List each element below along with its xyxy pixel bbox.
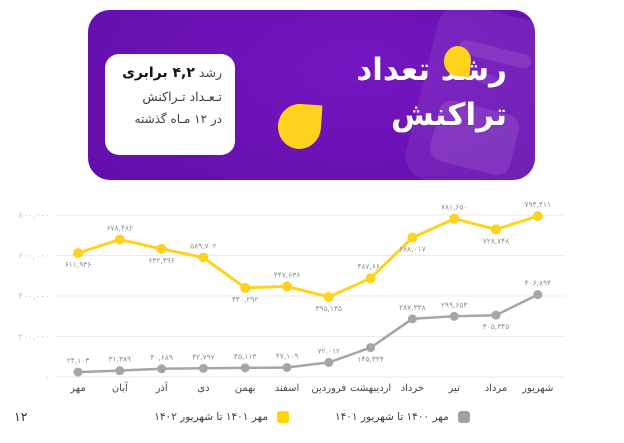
- data-point-marker: [324, 357, 334, 367]
- data-point-label: ۶۱۱,۹۳۶: [65, 260, 92, 269]
- data-point-label: ۴۴۷,۶۳۶: [274, 270, 301, 279]
- chart-legend: مهر ۱۴۰۰ تا شهریور ۱۴۰۱ مهر ۱۴۰۱ تا شهری…: [0, 411, 624, 423]
- x-axis-label: تیر: [448, 383, 461, 394]
- data-point-label: ۴۷,۱۰۹: [276, 351, 299, 360]
- x-axis-label: بهمن: [235, 383, 256, 394]
- data-point-label: ۷۸۱,۶۵۰: [441, 203, 468, 212]
- data-point-marker: [491, 310, 501, 320]
- quote-accent-big-icon: [276, 102, 323, 151]
- data-point-label: ۲۹۹,۶۵۳: [441, 300, 468, 309]
- data-point-marker: [282, 281, 292, 292]
- data-point-label: ۱۴۵,۳۳۴: [357, 355, 384, 364]
- legend-item-1401-1402: مهر ۱۴۰۱ تا شهریور ۱۴۰۲: [154, 411, 289, 423]
- data-point-marker: [323, 291, 334, 302]
- data-point-marker: [407, 232, 418, 243]
- data-point-label: ۳۹۵,۱۴۵: [316, 304, 343, 313]
- data-point-marker: [449, 213, 460, 224]
- y-axis-label: ۰: [45, 373, 50, 383]
- data-point-label: ۴۰,۶۸۹: [150, 353, 173, 362]
- data-point-marker: [366, 343, 376, 353]
- banner-title: رشد تعداد تراکنش: [356, 48, 507, 138]
- legend-label-1401-1402: مهر ۱۴۰۱ تا شهریور ۱۴۰۲: [154, 411, 268, 423]
- growth-subject-line: تـعـداد تـراکنش: [142, 89, 222, 104]
- data-point-marker: [407, 314, 417, 324]
- data-point-label: ۲۴,۱۰۳: [67, 356, 90, 365]
- data-point-marker: [532, 211, 543, 222]
- data-point-label: ۶۷۸,۴۸۲: [107, 224, 134, 233]
- data-point-label: ۴۲,۷۹۷: [192, 352, 215, 361]
- data-point-label: ۶۳۲,۴۹۶: [148, 256, 175, 265]
- x-axis-label: شهریور: [521, 383, 553, 394]
- page-number: ۱۲: [14, 409, 28, 424]
- x-axis-label: آذر: [155, 381, 169, 394]
- data-point-marker: [365, 273, 376, 284]
- growth-rate-prefix: رشد: [198, 65, 222, 80]
- data-point-marker: [73, 248, 83, 259]
- series-line: [76, 293, 540, 374]
- growth-rate-value: ۴,۲ برابری: [122, 65, 195, 81]
- data-point-label: ۷۹۴,۴۱۱: [525, 200, 552, 209]
- data-point-marker: [533, 290, 543, 300]
- growth-summary-card: رشد ۴,۲ برابری تـعـداد تـراکنش در ۱۲ مـا…: [105, 54, 235, 155]
- x-axis-label: فروردین: [311, 383, 346, 394]
- header-banner: رشد ۴,۲ برابری تـعـداد تـراکنش در ۱۲ مـا…: [88, 10, 535, 180]
- legend-swatch-yellow: [277, 411, 289, 423]
- banner-title-line2: تراکنش: [390, 97, 507, 133]
- transactions-line-chart: ۸۰۰,۰۰۰ ۶۰۰,۰۰۰ ۴۰۰,۰۰۰ ۲۰۰,۰۰۰ ۰ مهر آبان آذر د…: [18, 200, 565, 394]
- data-point-marker: [240, 363, 250, 373]
- data-point-marker: [240, 282, 251, 293]
- legend-swatch-gray: [457, 411, 470, 423]
- y-axis-label: ۴۰۰,۰۰۰: [18, 292, 50, 302]
- legend-label-1400-1401: مهر ۱۴۰۰ تا شهریور ۱۴۰۱: [335, 411, 449, 423]
- data-point-label: ۴۸۷,۶۶۰: [357, 262, 384, 271]
- growth-period-line: در ۱۲ مـاه گذشته: [134, 112, 222, 126]
- data-point-label: ۳۱,۳۸۹: [109, 355, 132, 364]
- x-axis-label: مرداد: [485, 383, 508, 394]
- legend-item-1400-1401: مهر ۱۴۰۰ تا شهریور ۱۴۰۱: [335, 411, 470, 423]
- growth-rate-line: رشد ۴,۲ برابری: [113, 65, 222, 81]
- x-axis-label: دی: [197, 383, 209, 394]
- series-line: [76, 214, 540, 299]
- data-point-marker: [115, 366, 125, 376]
- data-point-marker: [282, 362, 292, 372]
- data-point-label: ۴۵,۱۱۳: [234, 352, 257, 361]
- x-axis-label: آبان: [112, 381, 129, 394]
- y-axis-label: ۸۰۰,۰۰۰: [18, 211, 50, 221]
- x-axis-label: خرداد: [401, 383, 424, 394]
- y-axis-label: ۶۰۰,۰۰۰: [18, 252, 50, 262]
- x-axis-label: اسفند: [275, 383, 299, 394]
- data-point-label: ۴۴۰,۲۹۲: [232, 295, 259, 304]
- data-point-marker: [114, 234, 125, 245]
- data-point-label: ۵۸۹,۷۰۲: [190, 242, 217, 251]
- data-point-label: ۲۸۷,۳۳۸: [399, 303, 426, 312]
- data-point-marker: [73, 367, 83, 377]
- data-point-label: ۷۲,۰۱۲: [318, 346, 341, 355]
- x-axis-label: مهر: [69, 383, 85, 394]
- data-point-label: ۶۸۸,۰۱۷: [399, 245, 426, 254]
- data-point-marker: [449, 311, 459, 321]
- x-axis-label: اردیبهشت: [350, 383, 391, 394]
- data-point-label: ۴۰۶,۸۹۴: [525, 279, 552, 288]
- data-point-label: ۳۰۵,۳۴۵: [483, 322, 510, 331]
- data-point-marker: [491, 224, 501, 235]
- data-point-label: ۷۲۸,۷۴۸: [483, 236, 510, 245]
- y-axis-label: ۲۰۰,۰۰۰: [18, 333, 50, 343]
- banner-title-line1: رشد تعداد: [356, 52, 507, 88]
- data-point-marker: [198, 252, 209, 263]
- data-point-marker: [157, 364, 167, 374]
- data-point-marker: [198, 363, 208, 373]
- data-point-marker: [156, 243, 167, 254]
